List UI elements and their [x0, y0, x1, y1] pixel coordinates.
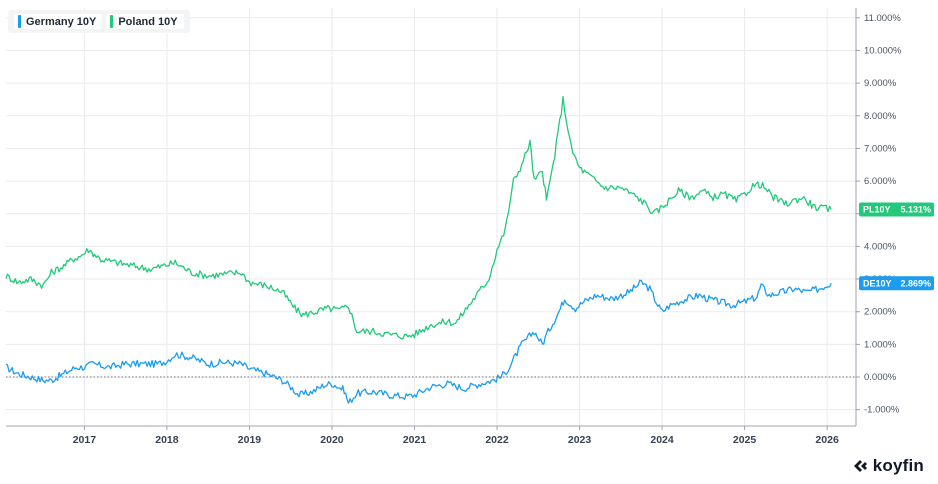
- legend-item-germany[interactable]: Germany 10Y: [14, 14, 103, 29]
- legend-swatch-germany: [18, 15, 21, 28]
- chart-grid: [6, 8, 856, 426]
- legend-swatch-poland: [110, 15, 114, 28]
- koyfin-logo-icon: [853, 460, 867, 472]
- x-tick-label: 2025: [733, 434, 757, 446]
- x-tick-label: 2017: [73, 434, 97, 446]
- last-value-tag-pl10y: PL10Y 5.131%: [859, 202, 934, 217]
- y-tick-label: 4.000%: [864, 241, 897, 252]
- tag-background: [859, 202, 934, 217]
- koyfin-logo: koyfin: [851, 456, 924, 476]
- last-value-tags: PL10Y 5.131% DE10Y 2.869%: [859, 202, 934, 291]
- legend-label-germany: Germany 10Y: [26, 15, 97, 28]
- y-tick-label: 2.000%: [864, 307, 897, 318]
- x-tick-label: 2020: [320, 434, 344, 446]
- legend-item-poland[interactable]: Poland 10Y: [106, 14, 184, 29]
- x-tick-label: 2021: [403, 434, 427, 446]
- series-group: [5, 96, 832, 404]
- x-tick-label: 2022: [485, 434, 509, 446]
- x-tick-label: 2023: [568, 434, 592, 446]
- series-line-germany-10y: [5, 279, 832, 404]
- tag-ticker: DE10Y: [863, 278, 892, 288]
- y-tick-label: 11.000%: [864, 13, 901, 24]
- y-tick-label: 10.000%: [864, 45, 902, 56]
- tag-value: 5.131%: [900, 204, 931, 214]
- y-tick-label: 1.000%: [864, 339, 897, 350]
- legend: Germany 10Y Poland 10Y: [8, 10, 190, 33]
- tag-background: [859, 276, 934, 291]
- logo-text: koyfin: [872, 456, 924, 475]
- y-tick-label: 0.000%: [864, 372, 897, 383]
- y-tick-label: 8.000%: [864, 111, 897, 122]
- y-tick-label: 6.000%: [864, 176, 897, 187]
- legend-label-poland: Poland 10Y: [118, 15, 178, 28]
- y-axis: -1.000%0.000%1.000%2.000%3.000%4.000%5.0…: [855, 8, 902, 426]
- tag-ticker: PL10Y: [863, 204, 891, 214]
- y-tick-label: 7.000%: [864, 143, 897, 154]
- series-line-poland-10y: [5, 96, 832, 340]
- x-axis: 2017 2018 2019 2020 2021 2022 2023 2024 2025 2026: [6, 425, 856, 446]
- x-tick-label: 2026: [815, 434, 839, 446]
- last-value-tag-de10y: DE10Y 2.869%: [859, 276, 934, 291]
- x-tick-label: 2018: [155, 434, 179, 446]
- x-tick-label: 2024: [650, 434, 674, 446]
- y-tick-label: 9.000%: [864, 78, 897, 89]
- x-tick-label: 2019: [238, 434, 262, 446]
- tag-value: 2.869%: [900, 278, 931, 288]
- y-tick-label: -1.000%: [864, 405, 900, 416]
